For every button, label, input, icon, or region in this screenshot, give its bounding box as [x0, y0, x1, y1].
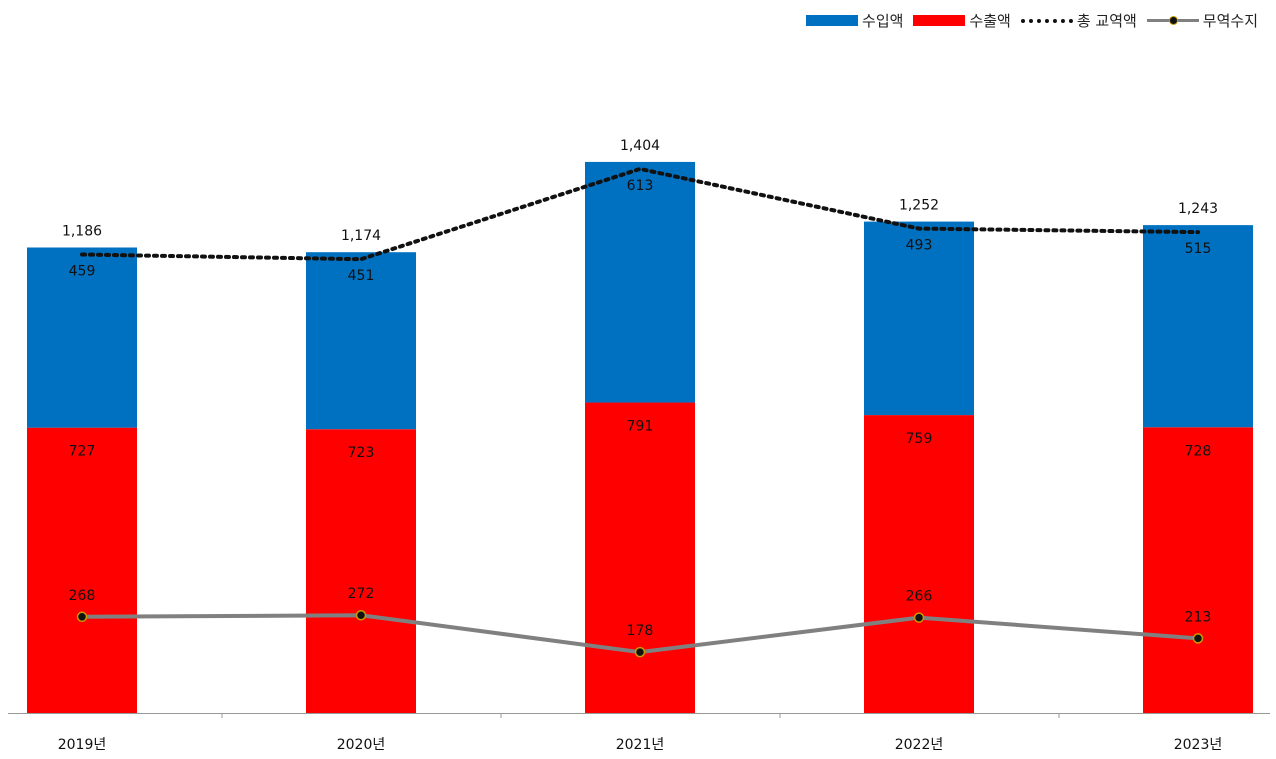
legend-label-export: 수출액 — [969, 12, 1011, 30]
legend-label-total: 총 교역액 — [1076, 12, 1137, 30]
label-import-1: 459 — [69, 263, 96, 279]
label-balance-3: 178 — [627, 623, 654, 639]
legend-item-total: 총 교역액 — [1020, 10, 1137, 31]
label-total-4: 1,252 — [899, 198, 939, 214]
legend-swatch-import — [806, 15, 859, 26]
label-import-2: 451 — [348, 268, 375, 284]
label-balance-1: 268 — [69, 588, 96, 604]
total-trade-line — [80, 166, 1200, 262]
label-balance-5: 213 — [1185, 609, 1212, 625]
label-balance-4: 266 — [906, 589, 933, 605]
label-export-2: 723 — [348, 445, 375, 461]
legend-swatch-export — [913, 15, 966, 26]
bar-import-1 — [27, 247, 137, 428]
label-export-1: 727 — [69, 444, 96, 460]
trade-balance-marker-5 — [1192, 633, 1204, 644]
legend-label-balance: 무역수지 — [1202, 12, 1258, 30]
bar-export-2 — [306, 429, 416, 713]
label-total-3: 1,404 — [620, 138, 660, 154]
label-total-5: 1,243 — [1178, 201, 1218, 217]
label-export-5: 728 — [1185, 443, 1212, 459]
label-import-5: 515 — [1185, 241, 1212, 257]
legend-item-export: 수출액 — [913, 10, 1011, 31]
label-total-1: 1,186 — [62, 223, 102, 239]
legend-item-import: 수입액 — [806, 10, 903, 31]
legend: 수입액 수출액 총 교역액 무역수지 — [806, 10, 1258, 31]
bar-import-2 — [306, 252, 416, 430]
label-balance-2: 272 — [348, 586, 375, 602]
trade-balance-marker-1 — [76, 611, 88, 623]
bar-export-1 — [27, 427, 137, 713]
label-import-4: 493 — [906, 238, 933, 254]
legend-swatch-total — [1020, 18, 1073, 23]
legend-label-import: 수입액 — [862, 12, 904, 30]
label-export-3: 791 — [627, 419, 654, 435]
legend-swatch-balance — [1146, 16, 1199, 25]
bar-export-4 — [864, 415, 974, 713]
bar-import-3 — [585, 161, 695, 403]
bar-import-5 — [1143, 225, 1253, 428]
trade-balance-marker-2 — [355, 609, 367, 621]
trade-balance-marker-3 — [634, 646, 646, 658]
x-tick-label-5: 2023년 — [1174, 737, 1223, 753]
label-export-4: 759 — [906, 431, 933, 447]
legend-item-balance: 무역수지 — [1146, 10, 1258, 31]
x-tick-label-4: 2022년 — [895, 737, 944, 753]
bar-export-5 — [1143, 427, 1253, 713]
label-import-3: 613 — [627, 178, 654, 194]
bar-import-4 — [864, 221, 974, 416]
label-total-2: 1,174 — [341, 228, 381, 244]
x-tick-label-3: 2021년 — [616, 737, 665, 753]
bar-export-3 — [585, 402, 695, 713]
trade-balance-marker-4 — [913, 612, 925, 623]
x-tick-label-1: 2019년 — [58, 737, 107, 753]
x-tick-label-2: 2020년 — [337, 737, 386, 753]
